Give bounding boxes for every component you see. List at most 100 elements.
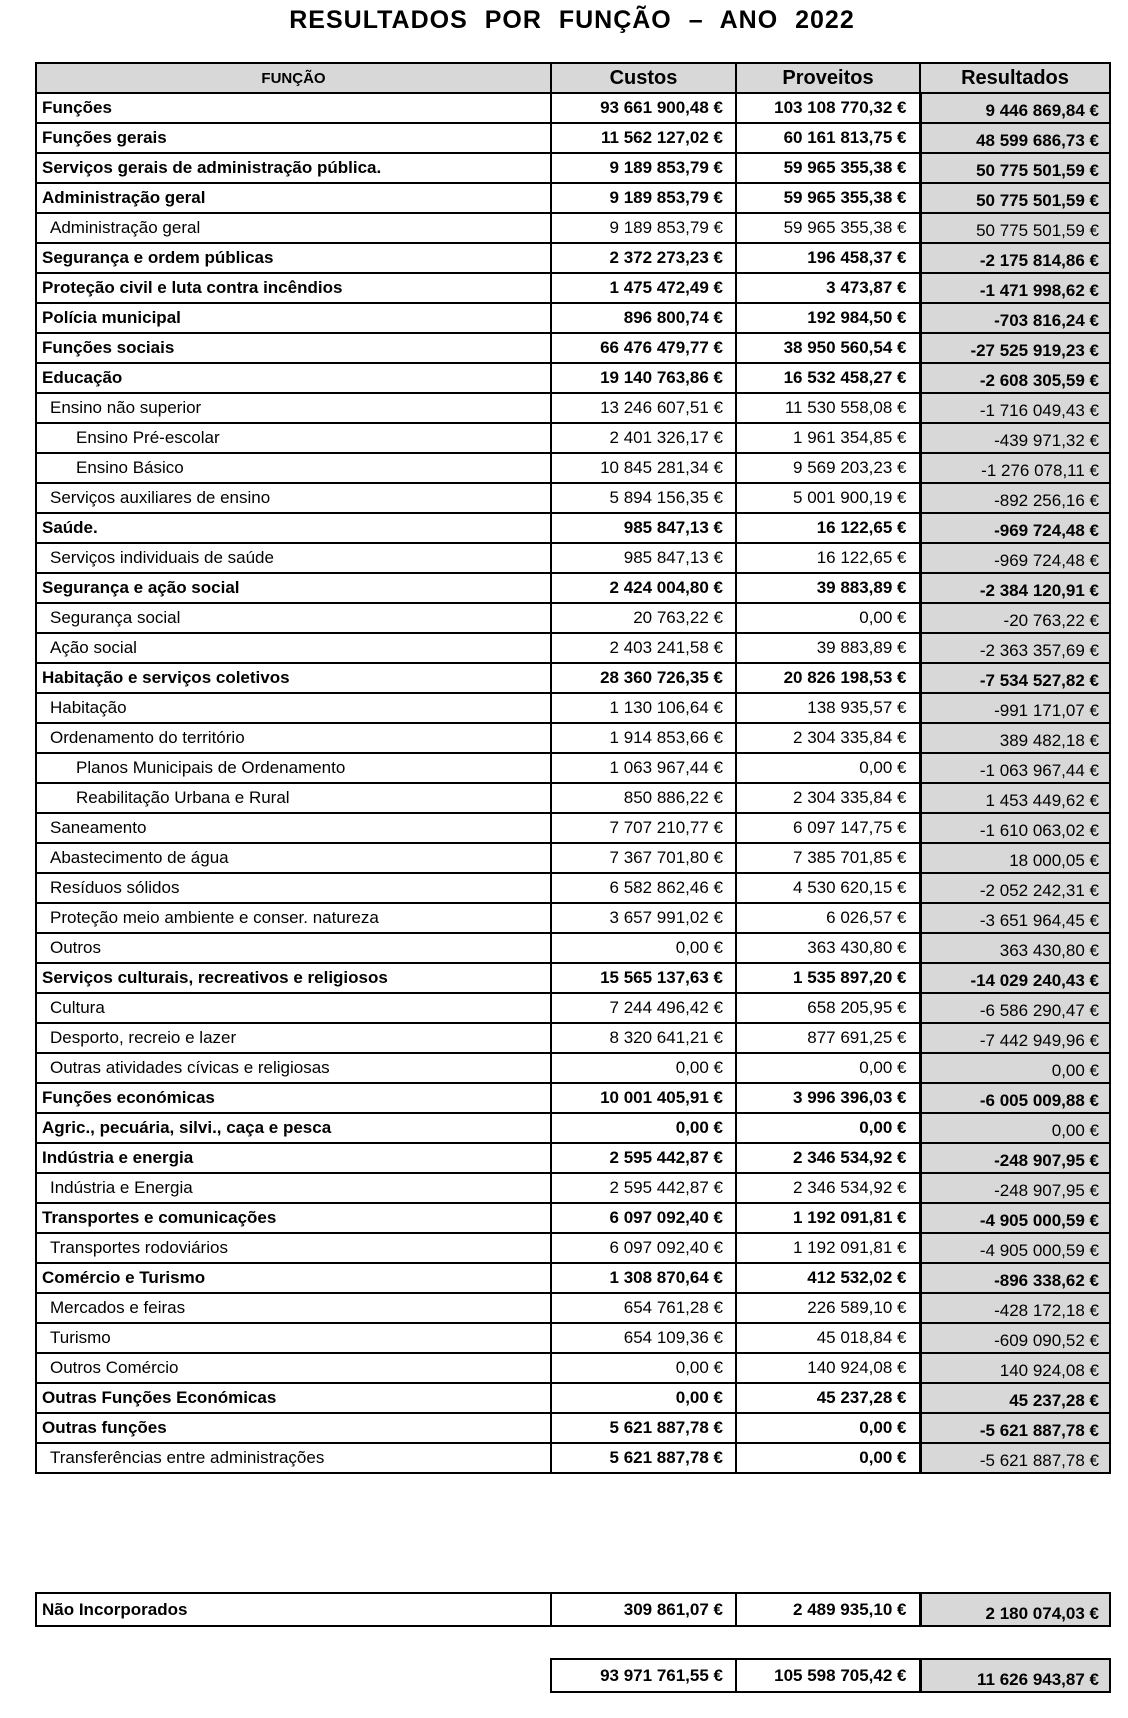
proveitos-cell: 103 108 770,32 € — [735, 92, 921, 124]
table-row: Segurança e ação social 2 424 004,80 €39 … — [35, 572, 1111, 604]
custos-cell: 2 595 442,87 € — [550, 1172, 737, 1204]
custos-cell: 850 886,22 € — [550, 782, 737, 814]
table-row: Reabilitação Urbana e Rural 850 886,22 €2… — [35, 782, 1111, 814]
custos-cell: 15 565 137,63 € — [550, 962, 737, 994]
resultados-cell: -991 171,07 € — [918, 692, 1111, 724]
resultados-cell: 48 599 686,73 € — [918, 122, 1111, 154]
table-row: Proteção civil e luta contra incêndios 1 … — [35, 272, 1111, 304]
resultados-cell: 50 775 501,59 € — [918, 212, 1111, 244]
resultados-cell: -6 005 009,88 € — [918, 1082, 1111, 1114]
table-row: Outros 0,00 €363 430,80 €363 430,80 € — [35, 932, 1111, 964]
proveitos-cell: 0,00 € — [735, 1112, 921, 1144]
table-row: Proteção meio ambiente e conser. naturez… — [35, 902, 1111, 934]
resultados-cell: 1 453 449,62 € — [918, 782, 1111, 814]
table-row: Administração geral 9 189 853,79 €59 965 … — [35, 182, 1111, 214]
table-row: Mercados e feiras 654 761,28 €226 589,10 … — [35, 1292, 1111, 1324]
custos-cell: 6 097 092,40 € — [550, 1232, 737, 1264]
custos-cell: 5 621 887,78 € — [550, 1412, 737, 1444]
resultados-cell: -439 971,32 € — [918, 422, 1111, 454]
proveitos-cell: 1 192 091,81 € — [735, 1202, 921, 1234]
funcao-cell: Proteção meio ambiente e conser. naturez… — [35, 902, 552, 934]
custos-cell: 9 189 853,79 € — [550, 152, 737, 184]
funcao-cell: Outras funções — [35, 1412, 552, 1444]
proveitos-cell: 59 965 355,38 € — [735, 212, 921, 244]
table-row: Segurança social 20 763,22 €0,00 € -20 763… — [35, 602, 1111, 634]
custos-cell: 654 761,28 € — [550, 1292, 737, 1324]
funcao-cell: Cultura — [35, 992, 552, 1024]
table-row: Comércio e Turismo 1 308 870,64 €412 532,… — [35, 1262, 1111, 1294]
proveitos-cell: 9 569 203,23 € — [735, 452, 921, 484]
custos-cell: 20 763,22 € — [550, 602, 737, 634]
grand-totals-row: 93 971 761,55 € 105 598 705,42 € 11 626 … — [550, 1658, 1111, 1693]
funcao-cell: Saúde. — [35, 512, 552, 544]
table-row: Funções sociais 66 476 479,77 €38 950 560… — [35, 332, 1111, 364]
custos-cell: 19 140 763,86 € — [550, 362, 737, 394]
table-row: Funções 93 661 900,48 €103 108 770,32 €9 … — [35, 92, 1111, 124]
funcao-cell: Serviços auxiliares de ensino — [35, 482, 552, 514]
resultados-cell: -1 716 049,43 € — [918, 392, 1111, 424]
custos-cell: 0,00 € — [550, 932, 737, 964]
resultados-cell: 45 237,28 € — [918, 1382, 1111, 1414]
table-row: Segurança e ordem públicas 2 372 273,23 €… — [35, 242, 1111, 274]
funcao-cell: Turismo — [35, 1322, 552, 1354]
total-resultados-cell: 11 626 943,87 € — [918, 1658, 1111, 1693]
custos-cell: 7 707 210,77 € — [550, 812, 737, 844]
proveitos-cell: 0,00 € — [735, 752, 921, 784]
nao-incorporados-table: Não Incorporados 309 861,07 € 2 489 935,… — [35, 1592, 1111, 1627]
custos-cell: 985 847,13 € — [550, 512, 737, 544]
funcao-cell: Transferências entre administrações — [35, 1442, 552, 1474]
total-custos-cell: 93 971 761,55 € — [550, 1658, 737, 1693]
nao-incorporados-row: Não Incorporados 309 861,07 € 2 489 935,… — [35, 1592, 1111, 1627]
custos-cell: 1 130 106,64 € — [550, 692, 737, 724]
column-header-resultados: Resultados — [919, 62, 1111, 94]
proveitos-cell: 45 237,28 € — [735, 1382, 921, 1414]
custos-cell: 7 367 701,80 € — [550, 842, 737, 874]
proveitos-cell: 60 161 813,75 € — [735, 122, 921, 154]
custos-cell: 10 845 281,34 € — [550, 452, 737, 484]
resultados-cell: -2 363 357,69 € — [918, 632, 1111, 664]
proveitos-cell: 3 996 396,03 € — [735, 1082, 921, 1114]
funcao-cell: Outras Funções Económicas — [35, 1382, 552, 1414]
funcao-cell: Funções — [35, 92, 552, 124]
funcao-cell: Habitação — [35, 692, 552, 724]
custos-cell: 1 063 967,44 € — [550, 752, 737, 784]
resultados-cell: -892 256,16 € — [918, 482, 1111, 514]
funcao-cell: Resíduos sólidos — [35, 872, 552, 904]
table-row: Saúde. 985 847,13 €16 122,65 € -969 724,48… — [35, 512, 1111, 544]
custos-cell: 93 661 900,48 € — [550, 92, 737, 124]
funcao-cell: Ensino não superior — [35, 392, 552, 424]
funcao-cell: Agric., pecuária, silvi., caça e pesca — [35, 1112, 552, 1144]
custos-cell: 2 403 241,58 € — [550, 632, 737, 664]
funcao-cell: Serviços gerais de administração pública… — [35, 152, 552, 184]
table-row: Ordenamento do território 1 914 853,66 €2… — [35, 722, 1111, 754]
table-row: Educação 19 140 763,86 €16 532 458,27 € -2… — [35, 362, 1111, 394]
table-row: Outras Funções Económicas 0,00 €45 237,28… — [35, 1382, 1111, 1414]
resultados-cell: -969 724,48 € — [918, 542, 1111, 574]
table-row: Cultura 7 244 496,42 €658 205,95 € -6 586 … — [35, 992, 1111, 1024]
column-header-proveitos: Proveitos — [735, 62, 921, 94]
table-row: Resíduos sólidos 6 582 862,46 €4 530 620,… — [35, 872, 1111, 904]
custos-cell: 0,00 € — [550, 1052, 737, 1084]
custos-cell: 28 360 726,35 € — [550, 662, 737, 694]
funcao-cell: Comércio e Turismo — [35, 1262, 552, 1294]
proveitos-cell: 658 205,95 € — [735, 992, 921, 1024]
custos-cell: 9 189 853,79 € — [550, 212, 737, 244]
proveitos-cell: 877 691,25 € — [735, 1022, 921, 1054]
resultados-cell: -2 608 305,59 € — [918, 362, 1111, 394]
resultados-cell: -896 338,62 € — [918, 1262, 1111, 1294]
table-row: Serviços gerais de administração pública… — [35, 152, 1111, 184]
table-row: Outros Comércio 0,00 €140 924,08 €140 924… — [35, 1352, 1111, 1384]
table-row: Transportes rodoviários 6 097 092,40 €1 1… — [35, 1232, 1111, 1264]
funcao-cell: Segurança e ordem públicas — [35, 242, 552, 274]
resultados-cell: -5 621 887,78 € — [918, 1442, 1111, 1474]
results-by-function-table: FUNÇÃO Custos Proveitos Resultados Funçõ… — [35, 62, 1111, 1474]
resultados-cell: -7 442 949,96 € — [918, 1022, 1111, 1054]
proveitos-cell: 0,00 € — [735, 1412, 921, 1444]
proveitos-cell: 1 535 897,20 € — [735, 962, 921, 994]
proveitos-cell: 59 965 355,38 € — [735, 152, 921, 184]
resultados-cell: -4 905 000,59 € — [918, 1232, 1111, 1264]
table-row: Funções económicas 10 001 405,91 €3 996 3… — [35, 1082, 1111, 1114]
custos-cell: 2 372 273,23 € — [550, 242, 737, 274]
funcao-cell: Segurança e ação social — [35, 572, 552, 604]
